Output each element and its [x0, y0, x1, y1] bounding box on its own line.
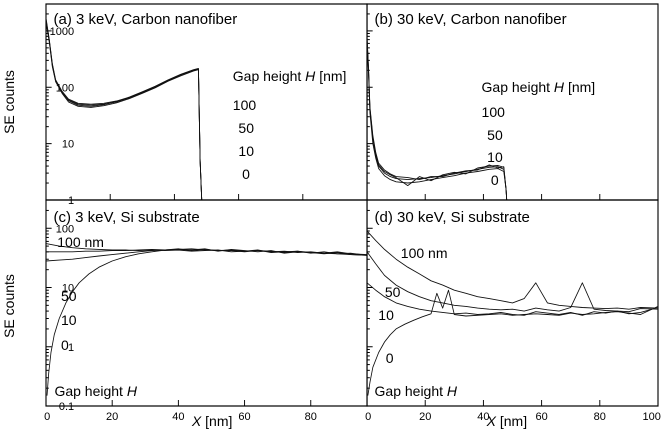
- y-tick-label: 1: [68, 195, 74, 207]
- series-line-4: [367, 289, 659, 396]
- y-tick-label: 10: [62, 283, 74, 295]
- x-tick-label: 60: [238, 411, 250, 423]
- plot-frame: [45, 199, 368, 407]
- x-tick-label: 0: [44, 411, 50, 423]
- curve-annotation: 100 nm: [57, 234, 104, 250]
- curve-annotation: 50: [385, 284, 401, 300]
- curve-annotation: 0: [61, 337, 69, 353]
- annotation-title: Gap height H: [54, 383, 137, 399]
- x-tick-label: 40: [477, 411, 489, 423]
- legend-title: Gap height H [nm]: [482, 79, 596, 95]
- x-tick-label: 80: [594, 411, 606, 423]
- x-tick-label: 20: [419, 411, 431, 423]
- x-axis-label-right: X [nm]: [486, 413, 527, 429]
- curve-annotation: 10: [378, 307, 394, 323]
- series-line-1: [367, 230, 659, 310]
- y-tick-label: 1: [68, 342, 74, 354]
- legend-entry: 50: [487, 127, 503, 143]
- y-axis-label-bottom: SE counts: [1, 274, 17, 338]
- legend-entry: 0: [491, 172, 499, 188]
- curve-annotation: 50: [61, 288, 77, 304]
- series-line-2: [367, 41, 508, 200]
- curve-annotation: 0: [386, 350, 394, 366]
- legend-entry: 50: [238, 120, 254, 136]
- y-tick-label: 10: [62, 139, 74, 151]
- panel-title: (d) 30 keV, Si substrate: [375, 209, 530, 226]
- legend-entry: 10: [487, 149, 503, 165]
- legend-entry: 10: [238, 143, 254, 159]
- panel-d: 0 20 40 60 80 100(d) 30 keV, Si substrate100 …: [365, 199, 661, 423]
- series-group: [367, 36, 508, 200]
- curve-annotation: 100 nm: [401, 245, 448, 261]
- y-tick-label: 0.1: [59, 401, 74, 413]
- panel-b: (b) 30 keV, Carbon nanofiber Gap height H…: [366, 3, 659, 201]
- series-line-4: [46, 248, 368, 396]
- legend-title: Gap height H [nm]: [233, 68, 347, 84]
- series-group: [46, 17, 203, 200]
- plot-frame: [366, 3, 659, 201]
- series-line-2: [46, 248, 368, 256]
- series-line-3: [367, 282, 659, 316]
- legend-entry: 100: [482, 104, 506, 120]
- y-axis-label-top: SE counts: [1, 70, 17, 134]
- series-line-2: [367, 251, 659, 313]
- panel-title: (a) 3 keV, Carbon nanofiber: [54, 11, 238, 28]
- series-group: [46, 243, 368, 396]
- legend-entry: 100: [233, 97, 257, 113]
- panel-title: (c) 3 keV, Si substrate: [54, 209, 200, 226]
- x-tick-label: 100: [642, 411, 660, 423]
- series-group: [367, 230, 659, 396]
- annotation-title: Gap height H: [375, 383, 458, 399]
- x-tick-label: 20: [106, 411, 118, 423]
- x-axis-label-left: X [nm]: [191, 413, 232, 429]
- series-line-4: [46, 17, 203, 200]
- y-tick-label: 100: [56, 223, 74, 235]
- x-tick-label: 60: [535, 411, 547, 423]
- series-line-3: [46, 20, 203, 200]
- y-tick-label: 100: [56, 82, 74, 94]
- series-line-1: [46, 19, 203, 200]
- plot-frame: [366, 199, 659, 407]
- legend-entry: 0: [242, 166, 250, 182]
- series-line-2: [46, 22, 203, 200]
- x-tick-label: 40: [172, 411, 184, 423]
- x-tick-label: 80: [305, 411, 317, 423]
- curve-annotation: 10: [61, 312, 77, 328]
- y-tick-label: 1000: [50, 26, 74, 38]
- panel-title: (b) 30 keV, Carbon nanofiber: [375, 11, 567, 28]
- plot-frame: [45, 3, 368, 201]
- series-line-3: [46, 248, 368, 262]
- x-tick-label: 0: [365, 411, 371, 423]
- series-line-4: [367, 36, 508, 200]
